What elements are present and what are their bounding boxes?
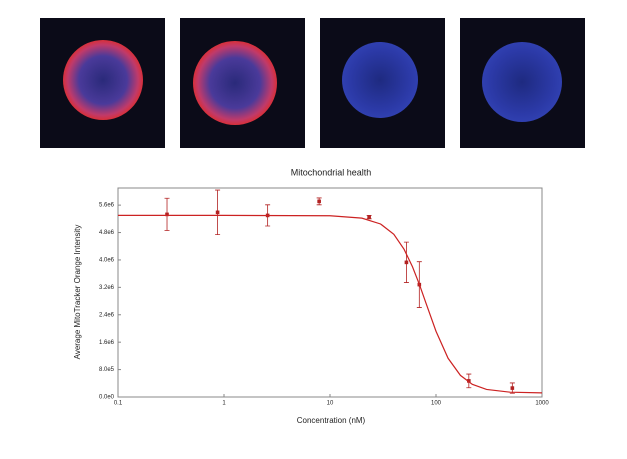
x-tick-label: 0.1	[114, 401, 123, 407]
y-axis-label: Average MitoTracker Orange Intensity	[73, 225, 82, 360]
x-tick-label: 1	[222, 401, 226, 407]
y-tick-label: 2.4e6	[99, 312, 115, 318]
y-tick-label: 8.0e5	[99, 367, 115, 373]
cell	[63, 40, 143, 120]
data-point	[404, 260, 409, 265]
y-tick-label: 0.0e0	[99, 395, 115, 401]
chart-title: Mitochondrial health	[291, 167, 372, 177]
x-tick-label: 10	[327, 401, 334, 407]
y-tick-label: 1.6e6	[99, 340, 115, 346]
y-tick-label: 3.2e6	[99, 285, 115, 291]
fit-curve	[118, 214, 543, 394]
cell	[342, 42, 418, 118]
cell	[482, 42, 562, 122]
data-point	[510, 386, 515, 390]
data-point	[467, 379, 471, 383]
x-tick-label: 1000	[535, 401, 549, 407]
y-tick-label: 4.0e6	[99, 258, 115, 264]
micrographs	[40, 18, 585, 148]
y-tick-label: 5.6e6	[99, 203, 115, 209]
data-point	[367, 215, 371, 219]
y-tick-label: 4.8e6	[99, 230, 115, 236]
data-point	[165, 212, 169, 217]
x-axis-label: Concentration (nM)	[297, 416, 366, 425]
data-point	[317, 199, 321, 204]
cell	[193, 41, 277, 125]
data-point	[215, 210, 220, 215]
x-tick-label: 100	[431, 401, 442, 407]
plot-frame	[117, 187, 543, 398]
